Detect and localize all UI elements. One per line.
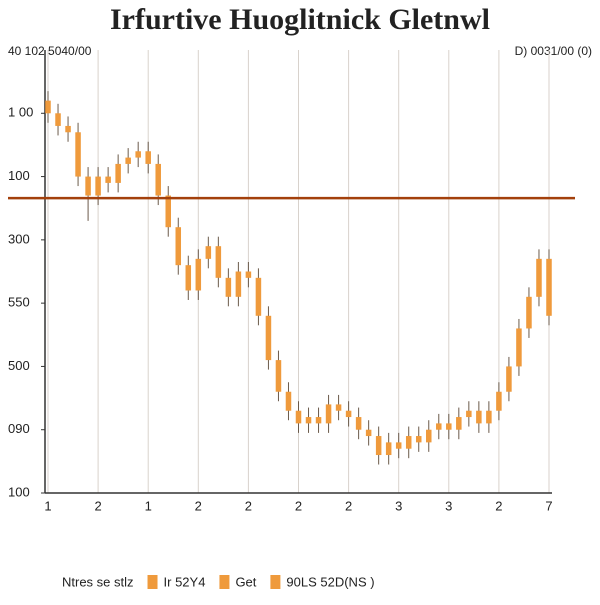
legend-swatch <box>147 575 158 589</box>
candle-body <box>295 410 302 424</box>
candle-body <box>446 423 452 430</box>
y-tick-label: 550 <box>8 295 30 310</box>
candle-body <box>415 436 422 443</box>
candle-body <box>315 417 322 424</box>
candle-body <box>466 410 472 418</box>
candle-body <box>476 410 482 424</box>
candle-body <box>536 258 542 297</box>
candle-body <box>65 125 71 133</box>
candle-body <box>225 277 232 297</box>
candle-body <box>115 163 121 183</box>
candle-body <box>235 271 242 297</box>
candle-body <box>165 195 171 228</box>
candle-body <box>375 436 382 456</box>
candle-body <box>345 410 352 418</box>
x-tick-label: 7 <box>545 498 552 513</box>
candle-body <box>95 176 101 196</box>
x-tick-label: 3 <box>445 498 452 513</box>
candle-body <box>285 391 292 411</box>
y-tick-label: 100 <box>8 168 30 183</box>
candle-body <box>486 410 492 424</box>
chart-title: Irfurtive Huoglitnick Gletnwl <box>110 3 490 36</box>
candle-body <box>55 113 61 126</box>
candle-body <box>155 163 161 196</box>
candle-body <box>436 423 442 430</box>
candle-body <box>125 157 131 164</box>
candle-body <box>105 176 111 183</box>
candle-body <box>75 132 81 177</box>
candle-body <box>355 417 362 430</box>
candle-body <box>205 246 212 259</box>
candle-body <box>526 296 532 329</box>
y-tick-label: 090 <box>8 421 30 436</box>
candle-body <box>195 258 202 291</box>
candle-body <box>516 328 522 367</box>
candle-body <box>265 315 272 361</box>
right-axis-label: D) 0031/00 (0) <box>515 44 592 58</box>
x-tick-label: 2 <box>495 498 502 513</box>
candle-body <box>145 151 151 164</box>
x-tick-label: 1 <box>44 498 51 513</box>
candle-body <box>215 246 222 278</box>
candle-body <box>456 417 462 430</box>
legend-label: 90LS 52D(NS ) <box>286 574 374 589</box>
candle-body <box>426 429 432 443</box>
candle-body <box>506 366 512 392</box>
candle-body <box>185 265 192 291</box>
candle-body <box>365 429 372 437</box>
x-tick-label: 2 <box>94 498 101 513</box>
y-tick-label: 100 <box>8 484 30 499</box>
candle-body <box>275 360 282 392</box>
legend-swatch <box>219 575 230 589</box>
candle-body <box>305 417 312 424</box>
candle-body <box>496 391 502 411</box>
candle-body <box>395 442 402 449</box>
candle-body <box>255 277 262 316</box>
candle-body <box>245 271 252 278</box>
x-tick-label: 2 <box>345 498 352 513</box>
candle-body <box>405 436 412 449</box>
y-tick-label: 500 <box>8 358 30 373</box>
candle-body <box>325 404 332 424</box>
candle-body <box>175 227 182 266</box>
left-axis-label: 40 102 5040/00 <box>8 44 92 58</box>
x-tick-label: 1 <box>145 498 152 513</box>
candle-body <box>85 176 91 196</box>
y-tick-label: 1 00 <box>8 105 33 120</box>
candle-body <box>335 404 342 411</box>
x-tick-label: 3 <box>395 498 402 513</box>
legend-label: Get <box>235 574 256 589</box>
legend-swatch <box>270 575 281 589</box>
y-tick-label: 300 <box>8 231 30 246</box>
legend-label: Ntres se stlz <box>62 574 134 589</box>
legend-label: Ir 52Y4 <box>164 574 206 589</box>
x-tick-label: 2 <box>245 498 252 513</box>
x-tick-label: 2 <box>295 498 302 513</box>
candle-body <box>45 100 51 114</box>
candle-body <box>546 258 552 316</box>
x-tick-label: 2 <box>195 498 202 513</box>
candle-body <box>385 442 392 456</box>
candle-body <box>135 151 141 158</box>
